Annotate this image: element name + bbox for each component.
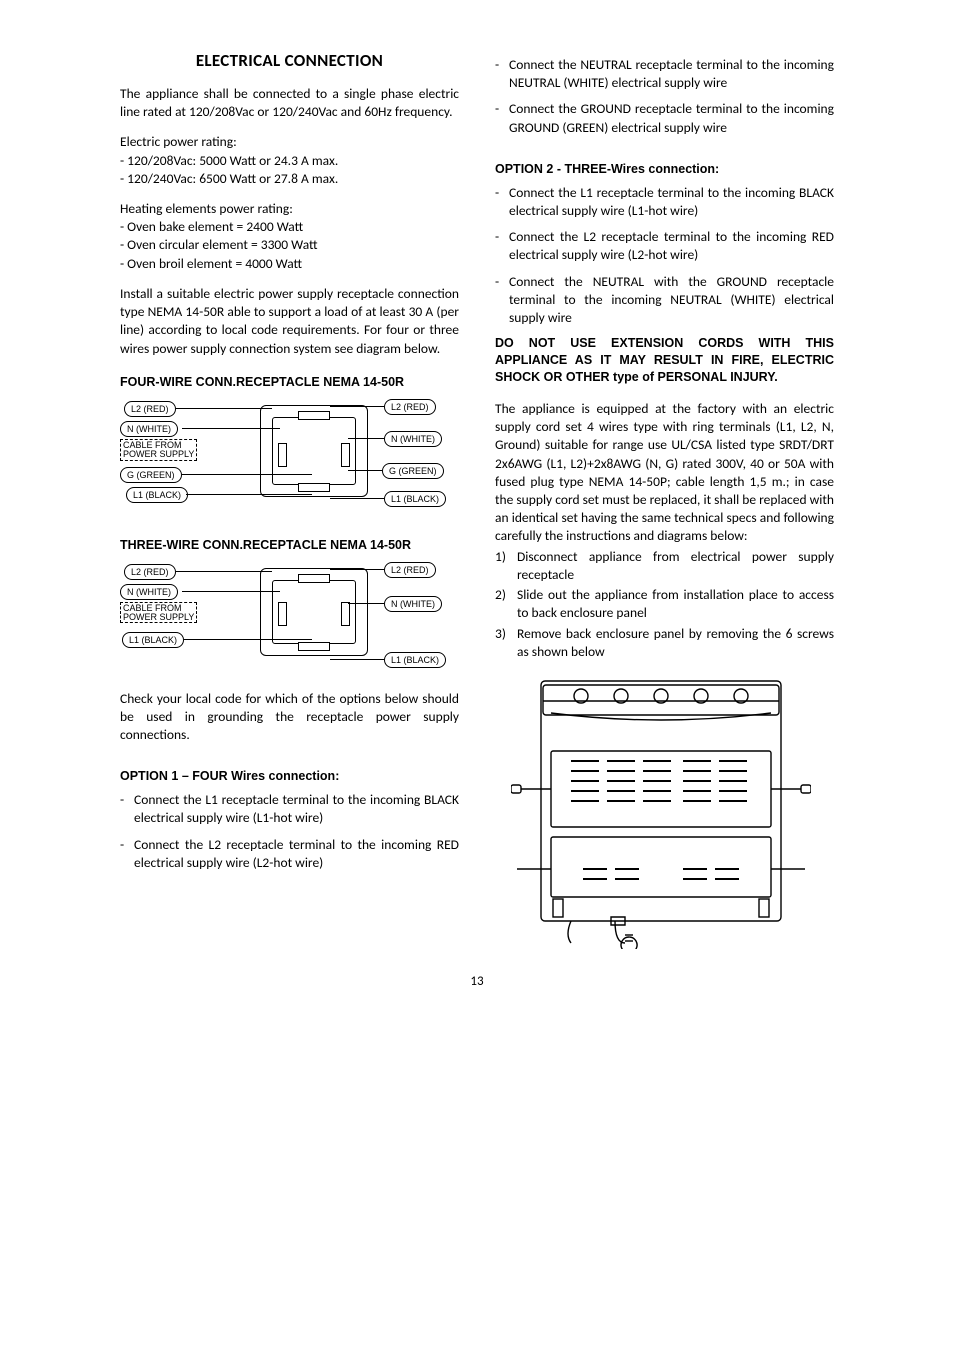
replacement-steps: Disconnect appliance from electrical pow…: [495, 548, 834, 661]
label-l1-right: L1 (BLACK): [384, 652, 446, 668]
label-n-left: N (WHITE): [120, 421, 178, 437]
threewire-diagram: L2 (RED) N (WHITE) CABLE FROMPOWER SUPPL…: [120, 560, 459, 664]
option2-item: Connect the NEUTRAL with the GROUND rece…: [495, 273, 834, 328]
check-local-code-para: Check your local code for which of the o…: [120, 690, 459, 745]
label-g-right: G (GREEN): [382, 463, 444, 479]
option2-item: Connect the L2 receptacle terminal to th…: [495, 228, 834, 264]
heating-list: - Oven bake element = 2400 Watt - Oven c…: [120, 218, 459, 273]
warning-text: DO NOT USE EXTENSION CORDS WITH THIS APP…: [495, 335, 834, 386]
install-para: Install a suitable electric power supply…: [120, 285, 459, 358]
power-rating-label: Electric power rating:: [120, 133, 459, 151]
right-column: Connect the NEUTRAL receptacle terminal …: [495, 50, 834, 949]
heating-line: - Oven circular element = 3300 Watt: [120, 236, 459, 254]
step-item: Remove back enclosure panel by removing …: [495, 625, 834, 661]
label-l2-left: L2 (RED): [124, 401, 176, 417]
heating-label: Heating elements power rating:: [120, 200, 459, 218]
equipped-para: The appliance is equipped at the factory…: [495, 400, 834, 546]
left-column: ELECTRICAL CONNECTION The appliance shal…: [120, 50, 459, 949]
option1-heading: OPTION 1 – FOUR Wires connection:: [120, 768, 459, 785]
step-item: Slide out the appliance from installatio…: [495, 586, 834, 622]
heating-line: - Oven broil element = 4000 Watt: [120, 255, 459, 273]
label-l2-left: L2 (RED): [124, 564, 176, 580]
label-n-right: N (WHITE): [384, 431, 442, 447]
option1-item: Connect the GROUND receptacle terminal t…: [495, 100, 834, 136]
power-rating-line: - 120/240Vac: 6500 Watt or 27.8 A max.: [120, 170, 459, 188]
fourwire-diagram: L2 (RED) N (WHITE) CABLE FROMPOWER SUPPL…: [120, 397, 459, 507]
step-item: Disconnect appliance from electrical pow…: [495, 548, 834, 584]
option2-item: Connect the L1 receptacle terminal to th…: [495, 184, 834, 220]
heating-line: - Oven bake element = 2400 Watt: [120, 218, 459, 236]
option1-list: Connect the L1 receptacle terminal to th…: [120, 791, 459, 872]
label-l1-left: L1 (BLACK): [122, 632, 184, 648]
label-g-left: G (GREEN): [120, 467, 182, 483]
intro-para: The appliance shall be connected to a si…: [120, 85, 459, 121]
option2-list: Connect the L1 receptacle terminal to th…: [495, 184, 834, 328]
power-rating-list: - 120/208Vac: 5000 Watt or 24.3 A max. -…: [120, 152, 459, 188]
back-panel-diagram: [511, 669, 811, 949]
power-rating-line: - 120/208Vac: 5000 Watt or 24.3 A max.: [120, 152, 459, 170]
label-n-right: N (WHITE): [384, 596, 442, 612]
fourwire-caption: FOUR-WIRE CONN.RECEPTACLE NEMA 14-50R: [120, 374, 459, 391]
label-cable-from: CABLE FROMPOWER SUPPLY: [120, 439, 197, 461]
option1-item: Connect the L2 receptacle terminal to th…: [120, 836, 459, 872]
option1-item: Connect the NEUTRAL receptacle terminal …: [495, 56, 834, 92]
page-number: 13: [120, 973, 834, 991]
option1-item: Connect the L1 receptacle terminal to th…: [120, 791, 459, 827]
label-cable-from: CABLE FROMPOWER SUPPLY: [120, 602, 197, 624]
option2-heading: OPTION 2 - THREE-Wires connection:: [495, 161, 834, 178]
label-l1-right: L1 (BLACK): [384, 491, 446, 507]
label-l2-right: L2 (RED): [384, 399, 436, 415]
two-column-layout: ELECTRICAL CONNECTION The appliance shal…: [120, 50, 834, 949]
label-l1-left: L1 (BLACK): [126, 487, 188, 503]
label-n-left: N (WHITE): [120, 584, 178, 600]
option1-continued-list: Connect the NEUTRAL receptacle terminal …: [495, 56, 834, 137]
threewire-caption: THREE-WIRE CONN.RECEPTACLE NEMA 14-50R: [120, 537, 459, 554]
label-l2-right: L2 (RED): [384, 562, 436, 578]
section-title: ELECTRICAL CONNECTION: [120, 50, 459, 73]
